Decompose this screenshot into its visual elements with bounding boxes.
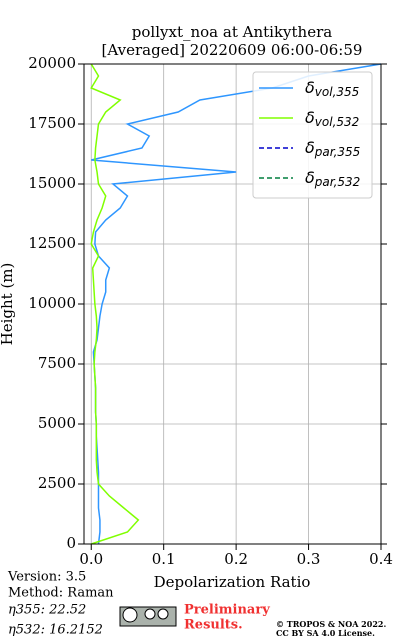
- legend-label: δvol,532: [305, 108, 359, 129]
- legend-subscript: par,355: [314, 145, 361, 159]
- cc-logo: [119, 606, 177, 627]
- plot-frame: [83, 63, 382, 545]
- legend-label: δvol,355: [305, 78, 359, 99]
- x-tick-label: 0.0: [79, 550, 103, 568]
- y-tick-label: 0: [66, 534, 76, 552]
- y-tick-label: 2500: [38, 474, 76, 492]
- y-tick-label: 20000: [28, 54, 76, 72]
- copyright: © TROPOS & NOA 2022.: [276, 619, 386, 629]
- y-tick-label: 12500: [28, 234, 76, 252]
- legend-subscript: vol,355: [315, 85, 360, 99]
- chart-title: pollyxt_noa at Antikythera: [132, 23, 332, 41]
- y-tick-label: 5000: [38, 414, 76, 432]
- x-tick-label: 0.2: [224, 550, 248, 568]
- y-axis-label: Height (m): [0, 263, 16, 346]
- legend-symbol: δ: [305, 108, 315, 127]
- annotation: Method: Raman: [8, 586, 114, 601]
- x-tick-label: 0.3: [297, 550, 321, 568]
- profile-line: [91, 63, 382, 545]
- legend-symbol: δ: [305, 168, 315, 187]
- annotation: η532: 16.2152: [8, 623, 103, 638]
- x-tick-label: 0.4: [369, 550, 393, 568]
- notice: Results.: [184, 618, 243, 633]
- y-tick-label: 10000: [28, 294, 76, 312]
- y-tick-label: 17500: [28, 114, 76, 132]
- legend-label: δpar,355: [305, 138, 360, 159]
- y-tick-label: 15000: [28, 174, 76, 192]
- legend-subscript: par,532: [314, 175, 361, 189]
- legend-label: δpar,532: [305, 168, 360, 189]
- chart-subtitle: [Averaged] 20220609 06:00-06:59: [102, 41, 363, 59]
- copyright: CC BY SA 4.0 License.: [276, 628, 375, 638]
- annotation: η355: 22.52: [8, 603, 86, 618]
- annotation: Version: 3.5: [7, 570, 86, 585]
- profile-line: [90, 63, 140, 545]
- y-tick-label: 7500: [38, 354, 76, 372]
- legend-symbol: δ: [305, 138, 315, 157]
- legend-subscript: vol,532: [315, 115, 360, 129]
- notice: Preliminary: [184, 603, 270, 618]
- x-axis-label: Depolarization Ratio: [154, 573, 311, 591]
- legend-box: [252, 71, 373, 199]
- x-tick-label: 0.1: [152, 550, 176, 568]
- legend-symbol: δ: [305, 78, 315, 97]
